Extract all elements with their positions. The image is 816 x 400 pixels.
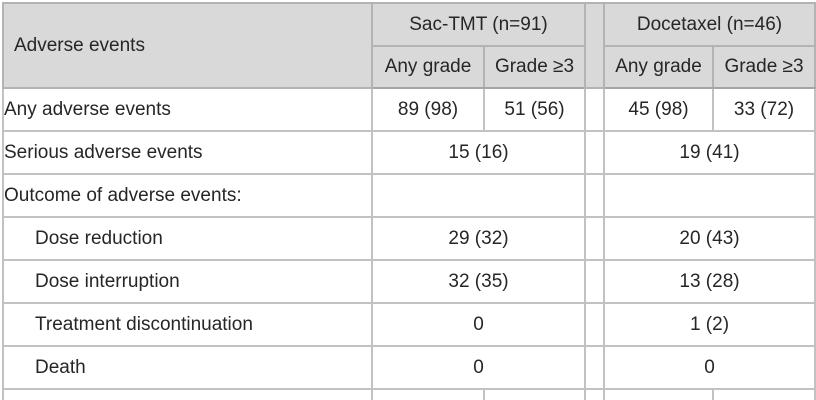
row-label: Dose reduction — [2, 216, 373, 261]
cell-sac-merged: 0 — [371, 345, 586, 390]
cell-sac-grade-ge3: 51 (56) — [483, 87, 586, 132]
table-row: Any adverse events 89 (98) 51 (56) 45 (9… — [2, 87, 816, 132]
table-row: Dose reduction 29 (32) 20 (43) — [2, 216, 816, 261]
group-header-docetaxel: Docetaxel (n=46) — [603, 2, 816, 47]
row-label: Treatment discontinuation — [2, 302, 373, 347]
subheader-doc-any-grade: Any grade — [603, 45, 714, 89]
cell-doc-any-grade: 45 (98) — [603, 87, 714, 132]
cell-doc-grade-ge3 — [712, 388, 816, 400]
table-row: Serious adverse events 15 (16) 19 (41) — [2, 130, 816, 175]
table-row: Treatment discontinuation 0 1 (2) — [2, 302, 816, 347]
separator-cell — [584, 173, 605, 218]
cell-doc-merged: 20 (43) — [603, 216, 816, 261]
row-label: Dose interruption — [2, 259, 373, 304]
cell-doc-any-grade — [603, 388, 714, 400]
row-label — [2, 388, 373, 400]
cell-sac-any-grade: 89 (98) — [371, 87, 485, 132]
cell-doc-merged: 0 — [603, 345, 816, 390]
cell-sac-merged: 0 — [371, 302, 586, 347]
row-label: Any adverse events — [2, 87, 373, 132]
header-subcolumn-row: Any grade Grade ≥3 Any grade Grade ≥3 — [3, 45, 816, 89]
table-row-partial-cutoff — [2, 388, 816, 400]
cell-sac-merged: 32 (35) — [371, 259, 586, 304]
cell-doc-merged: 19 (41) — [603, 130, 816, 175]
corner-header-adverse-events: Adverse events — [2, 2, 373, 89]
table-row: Outcome of adverse events: — [2, 173, 816, 218]
cell-doc-merged: 1 (2) — [603, 302, 816, 347]
row-label: Serious adverse events — [2, 130, 373, 175]
separator-cell — [584, 130, 605, 175]
subheader-doc-grade-ge3: Grade ≥3 — [712, 45, 816, 89]
cell-doc-grade-ge3: 33 (72) — [712, 87, 816, 132]
table-row: Dose interruption 32 (35) 13 (28) — [2, 259, 816, 304]
separator-cell — [584, 345, 605, 390]
separator-cell — [584, 388, 605, 400]
row-label: Outcome of adverse events: — [2, 173, 373, 218]
cell-doc-merged — [603, 173, 816, 218]
subheader-sac-grade-ge3: Grade ≥3 — [483, 45, 586, 89]
table-row: Death 0 0 — [2, 345, 816, 390]
separator-cell — [584, 259, 605, 304]
separator-cell — [584, 87, 605, 132]
row-label: Death — [2, 345, 373, 390]
separator-cell — [584, 216, 605, 261]
table-body: Any adverse events 89 (98) 51 (56) 45 (9… — [2, 87, 816, 400]
cell-sac-grade-ge3 — [483, 388, 586, 400]
table-header: Adverse events Sac-TMT (n=91) Docetaxel … — [2, 2, 816, 89]
group-separator-header — [584, 2, 605, 89]
cell-sac-merged: 29 (32) — [371, 216, 586, 261]
group-header-sac-tmt: Sac-TMT (n=91) — [371, 2, 586, 47]
separator-cell — [584, 302, 605, 347]
cell-sac-merged — [371, 173, 586, 218]
subheader-sac-any-grade: Any grade — [371, 45, 485, 89]
cell-sac-any-grade — [371, 388, 485, 400]
cell-doc-merged: 13 (28) — [603, 259, 816, 304]
cell-sac-merged: 15 (16) — [371, 130, 586, 175]
header-group-row: Adverse events Sac-TMT (n=91) Docetaxel … — [2, 2, 816, 89]
